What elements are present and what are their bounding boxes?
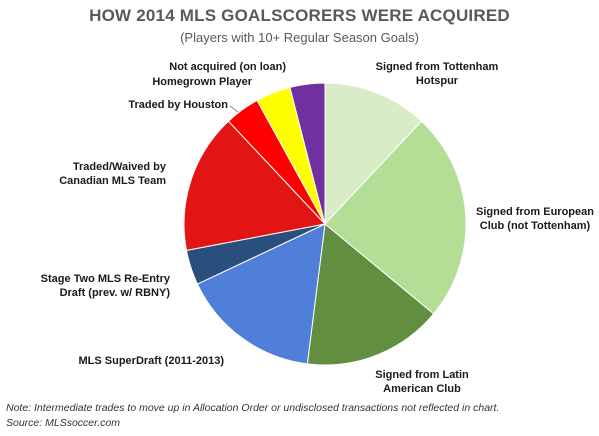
chart-subtitle: (Players with 10+ Regular Season Goals) (180, 30, 419, 45)
label-latin-american: Signed from Latin American Club (362, 368, 482, 396)
label-canadian: Traded/Waived by Canadian MLS Team (50, 160, 166, 188)
footnote-source: Source: MLSsoccer.com (6, 417, 120, 429)
label-line: Signed from European (476, 206, 594, 218)
label-line: Traded by Houston (128, 99, 228, 111)
slice-superdraft (196, 223, 326, 365)
footnote-note: Note: Intermediate trades to move up in … (6, 402, 500, 414)
slice-tottenham (324, 82, 423, 226)
label-line: Draft (prev. w/ RBNY) (59, 287, 170, 299)
label-line: Signed from Latin (375, 369, 469, 381)
label-superdraft: MLS SuperDraft (2011-2013) (20, 354, 225, 368)
slice-on-loan (289, 82, 326, 225)
label-tottenham: Signed from Tottenham Hotspur (352, 60, 522, 88)
label-line: Club (not Tottenham) (479, 220, 591, 232)
label-line: Not acquired (on loan) (169, 61, 286, 73)
label-line: Traded/Waived by (72, 161, 166, 173)
label-line: American Club (383, 383, 461, 395)
label-line: MLS SuperDraft (2011-2013) (78, 355, 225, 367)
label-line: Hotspur (415, 75, 459, 87)
label-homegrown: Homegrown Player (120, 75, 252, 89)
label-on-loan: Not acquired (on loan) (140, 60, 286, 74)
label-line: Canadian MLS Team (59, 175, 166, 187)
label-line: Stage Two MLS Re-Entry (40, 273, 170, 285)
leader-line-houston (229, 105, 239, 113)
label-re-entry: Stage Two MLS Re-Entry Draft (prev. w/ R… (6, 272, 170, 300)
label-line: Signed from Tottenham (375, 61, 499, 73)
label-line: Homegrown Player (152, 76, 252, 88)
chart-title: HOW 2014 MLS GOALSCORERS WERE ACQUIRED (89, 6, 510, 25)
slice-european (324, 120, 467, 315)
slice-latin-american (306, 223, 435, 366)
label-houston: Traded by Houston (96, 98, 228, 112)
slice-canadian (183, 120, 326, 252)
label-european: Signed from European Club (not Tottenham… (470, 205, 599, 233)
